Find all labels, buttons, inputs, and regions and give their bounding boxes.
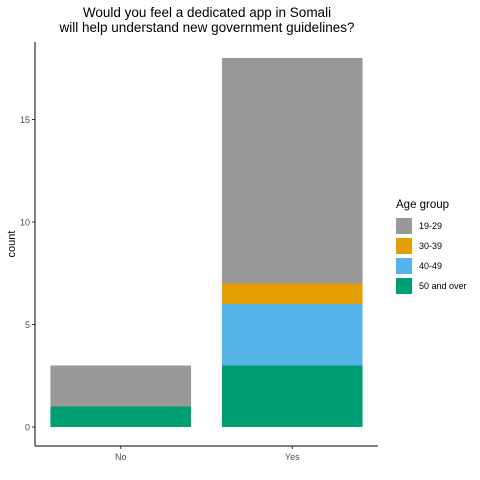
y-tick-label-0: 0 [25, 423, 30, 433]
legend-item-40-49: 40-49 [396, 256, 467, 276]
legend-key-swatch [396, 218, 412, 234]
x-tick-label-no: No [115, 452, 127, 462]
bar-no-19-29 [50, 365, 192, 407]
y-axis-title: count [6, 231, 18, 258]
legend-item-50-and-over: 50 and over [396, 276, 467, 296]
y-tick-label-5: 5 [25, 320, 30, 330]
legend-label: 19-29 [419, 221, 443, 231]
legend-key-swatch [396, 278, 412, 294]
legend-label: 40-49 [419, 261, 443, 271]
chart-title-line-2: will help understand new government guid… [59, 20, 355, 35]
legend-key-swatch [396, 258, 412, 274]
legend-label: 30-39 [419, 241, 443, 251]
bar-no-50-and-over [50, 406, 192, 427]
legend-label: 50 and over [419, 281, 467, 291]
legend-item-30-39: 30-39 [396, 236, 467, 256]
legend-items: 19-29 30-39 40-49 50 and over [396, 216, 467, 296]
legend-item-19-29: 19-29 [396, 216, 467, 236]
legend-key-swatch [396, 238, 412, 254]
legend-title: Age group [396, 199, 450, 211]
y-tick-label-10: 10 [20, 218, 30, 228]
bar-yes-30-39 [221, 283, 363, 304]
bar-yes-19-29 [221, 58, 363, 284]
chart-title-line-1: Would you feel a dedicated app in Somali [82, 5, 332, 20]
bar-yes-40-49 [221, 304, 363, 366]
y-tick-label-15: 15 [20, 115, 30, 125]
x-tick-label-yes: Yes [285, 452, 300, 462]
legend: Age group 19-29 30-39 40-49 50 and over [396, 199, 467, 296]
bar-yes-50-and-over [221, 365, 363, 427]
